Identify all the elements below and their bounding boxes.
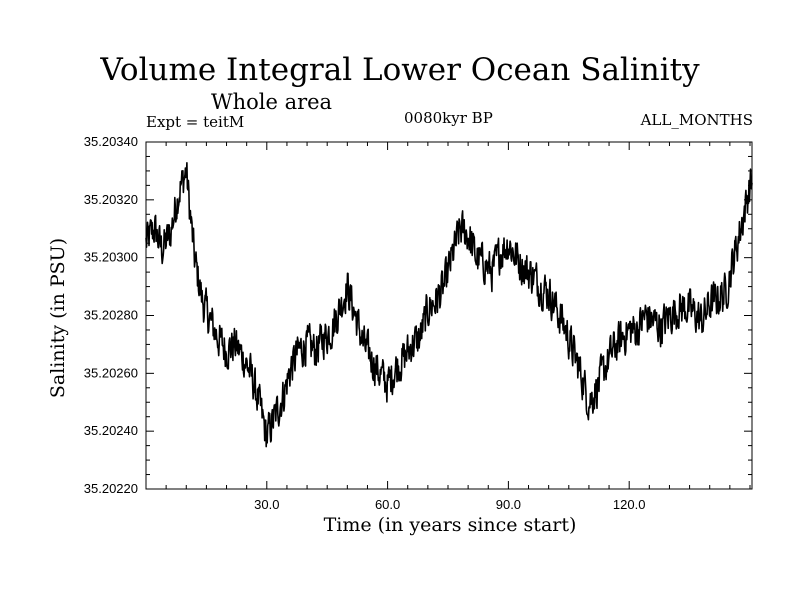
y-tick-label: 35.20220 [84, 481, 138, 496]
x-tick-label: 90.0 [496, 497, 521, 512]
tick-labels: 35.20220 35.20240 35.20260 35.20280 35.20300… [84, 134, 646, 512]
y-tick-label: 35.20260 [84, 365, 138, 380]
chart-title: Volume Integral Lower Ocean Salinity [100, 52, 700, 88]
y-tick-label: 35.20340 [84, 134, 138, 149]
plot-frame [145, 141, 753, 490]
x-axis-label: Time (in years since start) [323, 514, 577, 536]
period-label: 0080kyr BP [404, 109, 493, 127]
salinity-series-line [145, 162, 753, 448]
experiment-label: Expt = teitM [146, 113, 245, 131]
x-tick-label: 120.0 [613, 497, 646, 512]
months-label: ALL_MONTHS [640, 111, 753, 129]
y-tick-label: 35.20320 [84, 192, 138, 207]
y-tick-label: 35.20280 [84, 308, 138, 323]
x-tick-label: 30.0 [254, 497, 279, 512]
tick-marks [146, 141, 752, 490]
y-tick-label: 35.20240 [84, 423, 138, 438]
chart-subtitle: Whole area [211, 90, 333, 114]
y-tick-label: 35.20300 [84, 250, 138, 265]
y-axis-label: Salinity (in PSU) [47, 237, 69, 399]
x-tick-label: 60.0 [375, 497, 400, 512]
